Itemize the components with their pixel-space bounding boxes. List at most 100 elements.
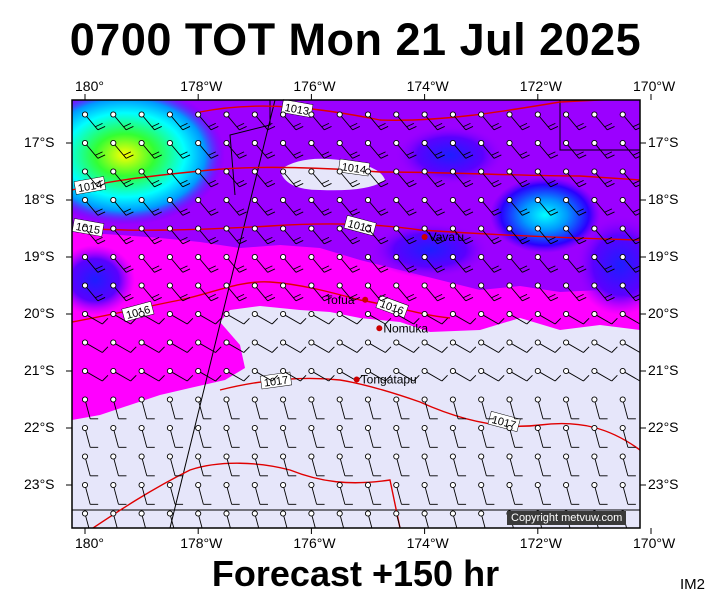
wind-barb	[280, 168, 304, 188]
wind-barb	[336, 253, 360, 273]
wind-barb	[506, 282, 530, 302]
wind-barb	[619, 225, 640, 245]
wind-barb	[308, 510, 316, 528]
wind-barb	[563, 282, 587, 302]
wind-barb	[251, 168, 276, 188]
wind-barb	[110, 196, 134, 216]
wind-barb	[591, 196, 615, 216]
wind-barb	[308, 339, 335, 353]
wind-barb	[478, 282, 502, 302]
wind-barb	[619, 367, 640, 382]
wind-barb	[166, 282, 191, 302]
wind-barb	[478, 396, 495, 420]
wind-barb	[534, 168, 559, 188]
wind-barb	[195, 510, 203, 528]
wind-barb	[110, 481, 127, 505]
place-dot	[353, 376, 360, 383]
wind-barb	[506, 367, 533, 382]
wind-barb	[166, 139, 191, 159]
lon-label: 180°	[75, 535, 104, 551]
wind-barb	[506, 481, 523, 505]
wind-barb	[166, 168, 191, 188]
wind-barb	[478, 481, 495, 505]
wind-barb	[478, 253, 502, 273]
wind-barb	[81, 111, 106, 131]
wind-barb	[166, 481, 184, 505]
lat-label: 19°S	[648, 248, 679, 264]
wind-barb	[421, 168, 445, 188]
wind-barb	[364, 339, 392, 353]
wind-barb	[308, 481, 325, 505]
wind-barb	[591, 253, 615, 273]
wind-barb	[506, 339, 533, 353]
wind-barb	[449, 168, 474, 188]
wind-barb	[506, 453, 523, 477]
wind-barb	[393, 510, 401, 528]
wind-barb	[308, 253, 332, 273]
wind-barb	[534, 424, 551, 448]
lat-label: 21°S	[648, 362, 679, 378]
wind-barb	[393, 225, 417, 245]
wind-barb	[336, 225, 360, 245]
wind-barb	[308, 168, 332, 188]
wind-barb	[195, 424, 212, 448]
wind-barb	[81, 139, 106, 159]
axis-ticks	[66, 94, 652, 534]
wind-barb	[308, 367, 335, 382]
wind-barb	[619, 339, 640, 353]
place-dot	[421, 234, 428, 241]
wind-barb	[393, 253, 417, 273]
wind-barb	[251, 282, 276, 302]
wind-barb	[195, 481, 212, 505]
place-dot	[376, 325, 383, 332]
wind-barb	[280, 339, 307, 353]
wind-barb	[138, 396, 155, 420]
lat-label: 20°S	[24, 305, 55, 321]
wind-barb	[336, 396, 353, 420]
wind-barb	[223, 310, 250, 325]
wind-barb	[223, 339, 250, 353]
wind-barb	[534, 396, 551, 420]
wind-barb	[478, 453, 495, 477]
wind-barb	[110, 139, 134, 159]
image-tag: IM2	[679, 576, 705, 593]
wind-barb	[81, 424, 99, 448]
wind-barb	[110, 396, 127, 420]
wind-barb	[223, 196, 247, 216]
wind-barb	[336, 139, 360, 159]
wind-barb	[336, 339, 363, 353]
wind-barb	[393, 111, 417, 131]
wind-barb	[619, 139, 640, 159]
wind-barb	[506, 168, 530, 188]
wind-barb	[110, 367, 137, 382]
wind-barb	[619, 481, 636, 505]
wind-barb	[449, 424, 467, 448]
wind-barb	[619, 396, 636, 420]
wind-barb	[223, 453, 240, 477]
wind-barb	[421, 111, 445, 131]
wind-barb	[110, 510, 118, 528]
wind-barb	[195, 396, 212, 420]
wind-barb	[81, 310, 109, 325]
wind-barb	[421, 481, 438, 505]
wind-barb	[449, 253, 474, 273]
wind-barb	[393, 196, 417, 216]
wind-barb	[619, 310, 640, 325]
wind-barb	[251, 510, 260, 528]
wind-barb	[308, 196, 332, 216]
wind-barb	[251, 139, 276, 159]
wind-barb	[138, 168, 162, 188]
wind-barb	[393, 310, 420, 325]
wind-barb	[449, 510, 458, 528]
wind-barb	[336, 282, 360, 302]
wind-barb	[478, 424, 495, 448]
wind-barb	[223, 282, 247, 302]
wind-barb	[81, 367, 109, 382]
wind-barb	[110, 310, 137, 325]
wind-barb	[251, 196, 276, 216]
wind-barb	[478, 196, 502, 216]
place-dot	[362, 296, 369, 303]
wind-barb	[534, 139, 559, 159]
wind-barb	[336, 111, 360, 131]
wind-barb	[110, 253, 134, 273]
